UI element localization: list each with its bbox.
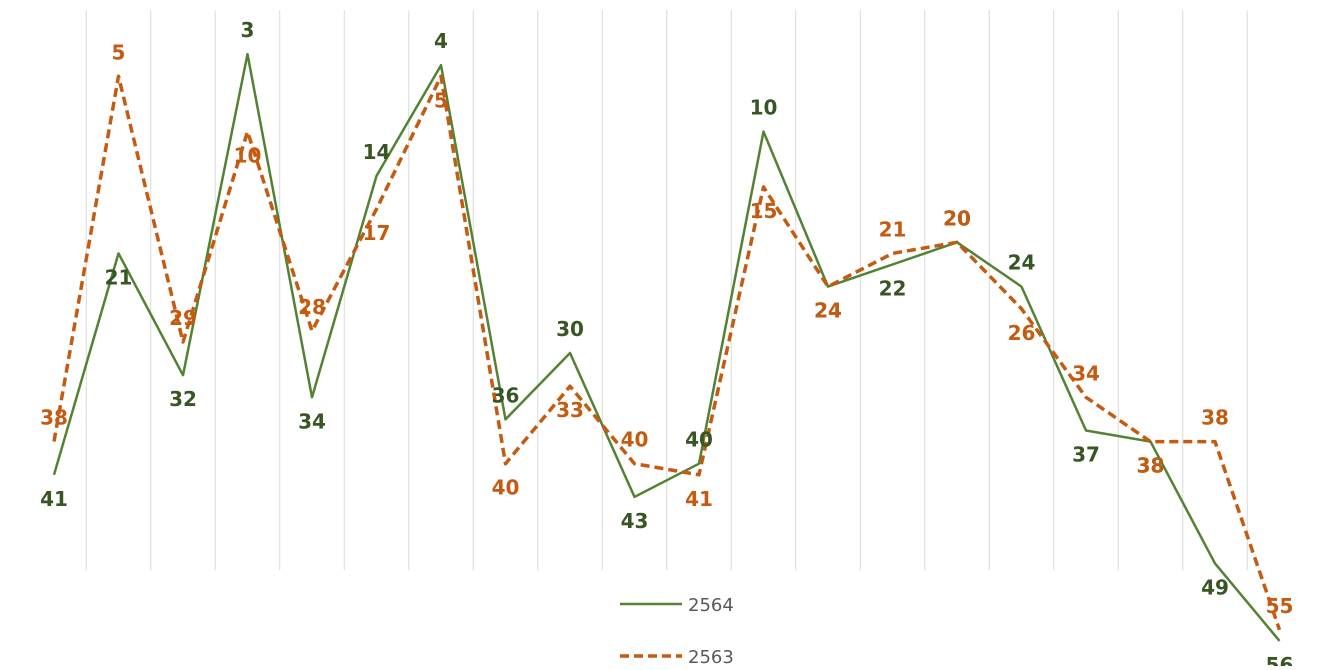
data-label: 17 [363, 221, 391, 245]
data-label: 5 [434, 88, 448, 112]
data-label: 41 [40, 487, 68, 511]
data-label: 5 [112, 40, 126, 64]
data-label: 43 [621, 509, 649, 533]
data-label: 40 [685, 428, 713, 452]
data-label: 24 [814, 299, 842, 323]
data-label: 34 [298, 409, 326, 433]
data-label: 20 [943, 206, 971, 230]
data-label: 38 [40, 406, 68, 430]
data-label: 32 [169, 387, 197, 411]
data-label: 49 [1201, 575, 1229, 599]
data-label: 34 [1072, 361, 1100, 385]
data-label: 38 [1201, 406, 1229, 430]
data-label: 40 [621, 428, 649, 452]
legend-label: 2564 [688, 595, 734, 616]
legend: 2564 2563 [620, 595, 734, 668]
gridlines [85, 10, 1248, 570]
data-label: 4 [434, 29, 448, 53]
data-label: 15 [750, 199, 778, 223]
data-label: 26 [1008, 321, 1036, 345]
data-label: 10 [234, 144, 262, 168]
data-label: 38 [1137, 454, 1165, 478]
data-label: 24 [814, 299, 842, 323]
data-label: 28 [298, 295, 326, 319]
data-label: 40 [492, 476, 520, 500]
data-label: 10 [750, 96, 778, 120]
data-label: 21 [105, 265, 133, 289]
data-label: 37 [1072, 443, 1100, 467]
data-label: 36 [492, 383, 520, 407]
data-label: 20 [943, 206, 971, 230]
data-label: 24 [1008, 251, 1036, 275]
series-line-2564 [52, 52, 1281, 642]
data-label: 14 [363, 140, 391, 164]
data-label: 33 [556, 398, 584, 422]
data-label: 30 [556, 317, 584, 341]
legend-label: 2563 [688, 647, 734, 666]
data-label: 29 [169, 306, 197, 330]
series-line-2563 [52, 74, 1282, 631]
data-label: 55 [1266, 594, 1294, 618]
data-label: 38 [1137, 454, 1165, 478]
data-label: 41 [685, 487, 713, 511]
series-lines [52, 52, 1282, 642]
data-label: 21 [879, 217, 907, 241]
data-label: 56 [1266, 653, 1294, 666]
data-label: 22 [879, 277, 907, 301]
data-labels: 41 21 32 3 34 14 4 36 30 43 40 10 24 22 20 24 37 38 49 56 38… [40, 18, 1294, 670]
data-label: 3 [241, 18, 255, 42]
